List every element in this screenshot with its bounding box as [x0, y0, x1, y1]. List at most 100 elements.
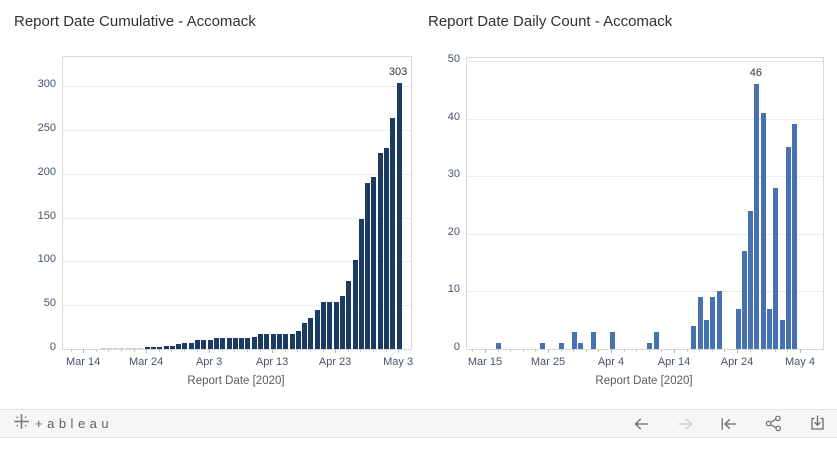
x-axis-minor-tick [535, 349, 537, 352]
bar[interactable] [327, 301, 333, 349]
bar[interactable] [321, 301, 326, 349]
bar[interactable] [785, 147, 791, 349]
bar[interactable] [346, 280, 352, 349]
bar[interactable] [289, 334, 295, 349]
bar[interactable] [653, 331, 659, 349]
daily-chart-plot[interactable] [466, 57, 824, 350]
bar[interactable] [396, 83, 402, 349]
bar[interactable] [144, 347, 150, 349]
bar-value-label: 46 [749, 67, 763, 79]
bar[interactable] [779, 320, 785, 349]
bar[interactable] [138, 348, 144, 349]
bar[interactable] [384, 148, 389, 349]
bar[interactable] [106, 348, 112, 349]
bar[interactable] [270, 334, 276, 349]
x-axis-major-tick [485, 349, 486, 353]
bar[interactable] [647, 343, 653, 349]
bar[interactable] [371, 177, 377, 349]
cumulative-chart-plot[interactable] [62, 56, 412, 350]
y-axis-tick-label: 0 [453, 341, 460, 353]
bar[interactable] [163, 346, 169, 349]
bar[interactable] [276, 334, 282, 349]
daily-chart-title: Report Date Daily Count - Accomack [428, 13, 673, 30]
y-axis-tick-label: 300 [37, 78, 56, 90]
bar[interactable] [496, 343, 502, 349]
bar[interactable] [559, 343, 565, 349]
bar[interactable] [748, 210, 754, 349]
redo-icon[interactable] [675, 414, 695, 433]
y-axis-tick-label: 30 [447, 168, 460, 181]
x-axis-minor-tick [598, 349, 600, 352]
bar[interactable] [113, 348, 119, 349]
bar[interactable] [264, 334, 270, 349]
bar[interactable] [773, 187, 779, 349]
x-axis-tick-label: Mar 15 [467, 356, 503, 368]
bar[interactable] [176, 343, 182, 349]
y-axis-tick-label: 50 [447, 53, 460, 65]
bar[interactable] [358, 219, 364, 349]
bar[interactable] [735, 308, 741, 349]
bar[interactable] [792, 124, 798, 349]
bar[interactable] [201, 340, 207, 349]
bar[interactable] [119, 348, 125, 349]
bar[interactable] [352, 259, 358, 349]
bar[interactable] [213, 337, 219, 349]
x-axis-minor-tick [95, 349, 97, 352]
bar[interactable] [232, 337, 238, 349]
x-axis-minor-tick [573, 349, 575, 352]
bar[interactable] [220, 337, 226, 349]
x-axis-major-tick [611, 349, 612, 353]
bar[interactable] [188, 342, 194, 349]
undo-icon[interactable] [631, 414, 651, 433]
bar[interactable] [578, 343, 583, 349]
bar[interactable] [767, 308, 772, 349]
x-axis-minor-tick [623, 349, 625, 352]
bar[interactable] [333, 301, 339, 349]
bar[interactable] [207, 340, 213, 349]
share-icon[interactable] [763, 414, 783, 433]
bar[interactable] [283, 334, 289, 349]
bar[interactable] [697, 297, 703, 349]
tableau-logo[interactable]: +ableau [13, 413, 113, 435]
y-axis-tick-label: 200 [37, 165, 56, 178]
bar[interactable] [169, 346, 175, 349]
bar[interactable] [314, 310, 320, 349]
bar[interactable] [609, 331, 615, 349]
bar[interactable] [590, 331, 596, 349]
bar[interactable] [760, 112, 766, 349]
bar[interactable] [704, 320, 709, 349]
bar[interactable] [258, 334, 263, 349]
bar[interactable] [710, 297, 716, 349]
bar[interactable] [365, 183, 371, 349]
bar[interactable] [691, 326, 697, 349]
x-axis-minor-tick [196, 349, 198, 352]
x-axis-minor-tick [234, 349, 236, 352]
bar[interactable] [308, 318, 314, 349]
bar[interactable] [150, 347, 156, 349]
x-axis-major-tick [209, 349, 211, 353]
bar[interactable] [245, 337, 251, 349]
bar[interactable] [125, 348, 131, 349]
bar[interactable] [157, 347, 163, 349]
bar[interactable] [339, 295, 345, 349]
bar[interactable] [302, 322, 308, 349]
bar[interactable] [571, 331, 577, 349]
tableau-footer-bar: +ableau [0, 409, 837, 438]
bar[interactable] [195, 340, 200, 349]
reset-icon[interactable] [719, 414, 739, 433]
bar[interactable] [251, 336, 257, 349]
bar[interactable] [295, 330, 301, 349]
bar[interactable] [741, 251, 747, 349]
bar[interactable] [132, 348, 137, 349]
bar[interactable] [716, 291, 722, 349]
bar[interactable] [100, 348, 106, 349]
x-axis-minor-tick [120, 349, 122, 352]
download-icon[interactable] [807, 414, 827, 433]
bar[interactable] [182, 342, 188, 349]
bar[interactable] [377, 152, 383, 349]
bar[interactable] [540, 343, 546, 349]
bar[interactable] [390, 117, 396, 349]
bar[interactable] [239, 337, 245, 349]
bar[interactable] [754, 84, 760, 349]
bar[interactable] [226, 337, 232, 349]
